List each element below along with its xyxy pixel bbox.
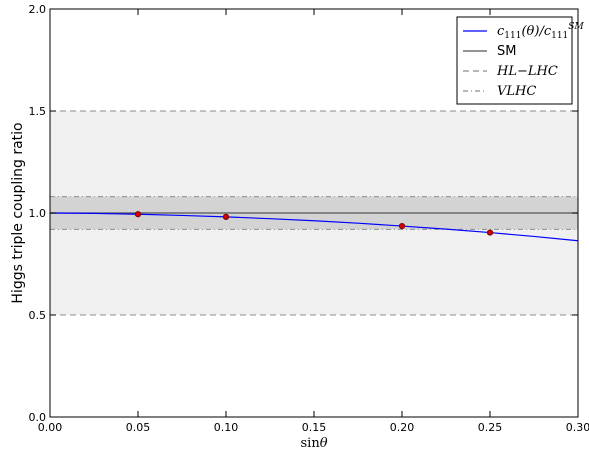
x-tick-label-0: 0.00: [38, 421, 63, 434]
marker-layer: [134, 211, 494, 236]
y-tick-label-1: 0.5: [29, 309, 47, 322]
y-tick-label-4: 2.0: [29, 3, 47, 16]
y-tick-label-3: 1.5: [29, 105, 47, 118]
legend-label-2: HL−LHC: [496, 64, 558, 79]
y-axis: 0.0 0.5 1.0 1.5 2.0: [29, 3, 578, 424]
legend-label-1: SM: [497, 44, 516, 59]
x-tick-label-4: 0.20: [390, 421, 415, 434]
x-tick-label-6: 0.30: [566, 421, 589, 434]
band-line-layer: [50, 110, 578, 316]
y-tick-label-2: 1.0: [29, 207, 47, 220]
y-tick-label-0: 0.0: [29, 411, 47, 424]
data-point-3: [486, 229, 494, 236]
legend-label-3: VLHC: [497, 84, 536, 99]
legend: c111(θ)/c111SM SM HL−LHC VLHC: [456, 16, 584, 105]
data-point-2: [398, 222, 406, 230]
legend-label-0: c111(θ)/c111SM: [497, 22, 584, 41]
x-tick-label-1: 0.05: [126, 421, 151, 434]
data-point-0: [134, 211, 142, 218]
x-tick-label-3: 0.15: [302, 421, 327, 434]
data-point-1: [222, 213, 230, 220]
x-tick-label-5: 0.25: [478, 421, 503, 434]
x-tick-label-2: 0.10: [214, 421, 239, 434]
x-axis-title: sinθ: [300, 436, 327, 450]
y-axis-title: Higgs triple coupling ratio: [10, 122, 26, 303]
x-axis: 0.00 0.05 0.10 0.15 0.20 0.25 0.30: [38, 9, 589, 434]
